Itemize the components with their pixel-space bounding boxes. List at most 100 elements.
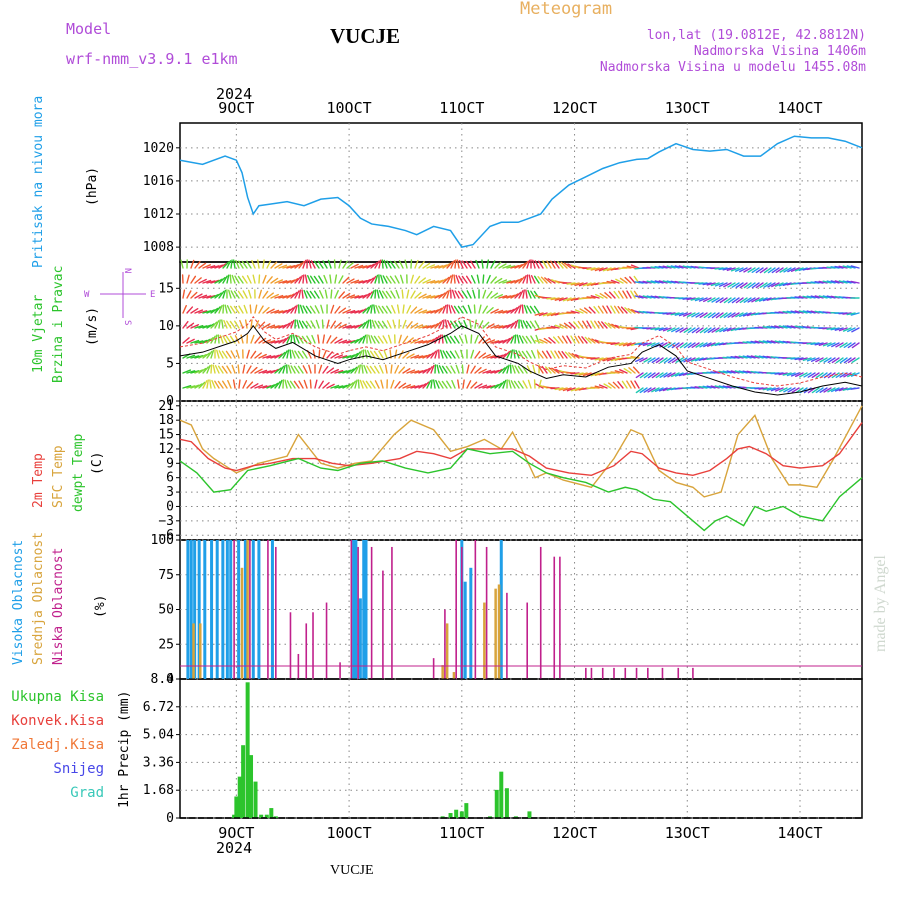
wind-barb bbox=[467, 304, 472, 314]
wind-barb bbox=[375, 304, 380, 314]
wind-barb bbox=[422, 310, 432, 314]
wind-barb bbox=[441, 365, 448, 374]
wind-barb bbox=[806, 357, 816, 362]
wind-barb bbox=[254, 336, 261, 344]
cloud-high-bar bbox=[358, 598, 362, 679]
wind-barb bbox=[537, 351, 544, 359]
wind-barb bbox=[526, 274, 529, 284]
wind-barb bbox=[258, 353, 267, 359]
wind-barb bbox=[506, 364, 510, 374]
y-tick-label: 0 bbox=[166, 499, 174, 514]
wind-barb bbox=[310, 260, 316, 269]
wind-barb bbox=[658, 327, 668, 332]
wind-barb bbox=[579, 308, 588, 314]
wind-barb bbox=[615, 278, 624, 284]
wind-barb bbox=[613, 305, 620, 314]
wind-barb bbox=[747, 282, 756, 289]
wind-barb bbox=[329, 274, 332, 284]
wind-barb bbox=[534, 320, 540, 329]
wind-barb bbox=[317, 334, 320, 344]
wind-barb bbox=[366, 291, 373, 299]
wind-barb bbox=[707, 327, 716, 334]
wind-barb bbox=[642, 295, 652, 299]
wind-barb bbox=[573, 321, 580, 329]
wind-barb bbox=[210, 321, 218, 329]
wind-barb bbox=[198, 339, 208, 344]
wind-unit: (m/s) bbox=[85, 307, 100, 346]
wind-barb bbox=[230, 350, 236, 359]
wind-barb bbox=[715, 312, 724, 319]
wind-barb bbox=[422, 367, 431, 374]
wind-barb bbox=[206, 379, 209, 389]
wind-barb bbox=[464, 334, 468, 344]
precip-bar bbox=[448, 813, 453, 818]
wind-barb bbox=[470, 260, 476, 269]
wind-barb bbox=[393, 260, 400, 269]
wind-barb bbox=[190, 275, 197, 284]
wind-barb bbox=[842, 327, 852, 332]
wind-barb bbox=[584, 307, 592, 314]
wind-barb bbox=[537, 260, 544, 269]
wind-barb bbox=[317, 260, 324, 269]
wind-barb bbox=[770, 325, 780, 329]
wind-barb bbox=[570, 387, 580, 392]
wind-barb bbox=[334, 289, 339, 299]
wind-barb bbox=[358, 308, 367, 314]
wind-barb bbox=[190, 384, 200, 389]
wind-barb bbox=[244, 319, 248, 329]
wind-barb bbox=[730, 327, 740, 332]
wind-barb bbox=[563, 322, 572, 329]
wind-barb bbox=[442, 319, 445, 329]
wind-barb bbox=[586, 320, 592, 329]
wind-barb bbox=[643, 357, 652, 363]
wind-barb bbox=[754, 355, 764, 359]
wind-barb bbox=[822, 280, 832, 284]
wind-barb bbox=[630, 380, 636, 389]
cloud-low-bar bbox=[455, 540, 457, 679]
wind-barb bbox=[766, 340, 776, 344]
wind-barb bbox=[441, 334, 444, 344]
wind-barb bbox=[278, 295, 288, 299]
wind-barb bbox=[401, 289, 404, 299]
wind-barb bbox=[622, 266, 632, 269]
precip-bar bbox=[273, 816, 278, 818]
wind-barb bbox=[706, 342, 716, 347]
wind-labels: 10m Vjetar Brzina i Pravac (m/s) N W E S bbox=[31, 266, 155, 383]
cloud-high-bar bbox=[193, 540, 197, 679]
wind-barb bbox=[457, 305, 464, 314]
wind-barb bbox=[422, 381, 430, 389]
wind-barb bbox=[406, 369, 416, 374]
wind-barb bbox=[562, 297, 572, 302]
wind-barb bbox=[790, 372, 800, 377]
wind-barb bbox=[310, 320, 316, 329]
wind-barb bbox=[679, 357, 688, 363]
wind-barb bbox=[229, 274, 232, 284]
wind-barb bbox=[194, 293, 203, 299]
wind-barb bbox=[286, 349, 290, 359]
wind-barb bbox=[570, 310, 580, 314]
temp-dewpt-line bbox=[179, 448, 863, 532]
wind-barb bbox=[502, 309, 512, 314]
x-tick-label-bottom: 13OCT bbox=[665, 824, 710, 842]
wind-barb bbox=[323, 274, 328, 284]
precip-bar bbox=[234, 796, 239, 818]
wind-barb bbox=[198, 278, 207, 284]
wind-barb bbox=[298, 335, 304, 344]
wind-barb bbox=[727, 282, 736, 288]
wind-barb bbox=[406, 321, 413, 329]
wind-barb bbox=[478, 384, 488, 389]
wind-barb bbox=[306, 335, 312, 344]
wind-barb bbox=[262, 306, 270, 314]
wind-barb bbox=[548, 337, 556, 344]
wind-barb bbox=[482, 305, 488, 314]
wind-barb bbox=[430, 350, 437, 359]
wind-barb bbox=[301, 289, 304, 299]
wind-barb bbox=[543, 337, 552, 344]
wind-barb bbox=[617, 381, 624, 389]
wind-barb bbox=[695, 327, 704, 334]
wind-barb bbox=[642, 342, 652, 347]
wind-barb bbox=[630, 290, 636, 299]
wind-barb bbox=[755, 267, 764, 274]
wind-barb bbox=[743, 267, 752, 273]
wind-barb bbox=[297, 350, 304, 359]
